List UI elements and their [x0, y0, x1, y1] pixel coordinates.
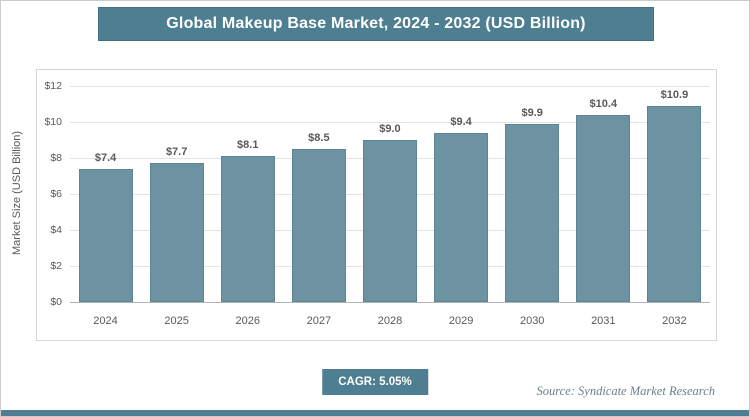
y-tick-label: $4 — [50, 224, 62, 236]
x-axis-labels: 2024 2025 2026 2027 2028 2029 2030 2031 2032 — [70, 302, 710, 327]
bar-value-label: $8.1 — [237, 139, 259, 152]
bar-group: $9.4 — [434, 86, 489, 302]
bar — [647, 105, 702, 302]
y-tick-label: $8 — [50, 152, 62, 164]
x-tick-label: 2029 — [448, 315, 474, 327]
bar-group: $10.4 — [576, 86, 631, 302]
chart-title: Global Makeup Base Market, 2024 - 2032 (… — [166, 15, 586, 32]
x-tick-label: 2028 — [377, 315, 403, 327]
bar — [576, 114, 631, 302]
bar-value-label: $9.0 — [379, 123, 401, 135]
bar — [505, 123, 560, 302]
bar — [434, 132, 489, 302]
bar-value-label: $10.4 — [589, 97, 618, 110]
gridline — [70, 122, 710, 123]
bar-value-label: $10.9 — [660, 88, 689, 101]
plot-frame: $0 $2 $4 $6 $8 $10 $12 $7.4 $7.7 $8.1 $8.5 $9.0 $9.… — [36, 69, 717, 341]
y-tick-label: $2 — [50, 260, 62, 272]
y-tick-label: $6 — [50, 188, 62, 200]
bar-value-label: $9.9 — [521, 106, 543, 119]
gridline — [70, 86, 710, 87]
y-tick-label: $12 — [44, 80, 62, 92]
y-tick-labels: $0 $2 $4 $6 $8 $10 $12 — [37, 80, 66, 308]
bar — [149, 163, 204, 302]
x-tick-label: 2031 — [591, 315, 616, 327]
bar-group: $10.9 — [647, 86, 702, 302]
footer-accent-bar — [1, 410, 749, 416]
bar-value-label: $9.4 — [450, 115, 472, 128]
y-tick-label: $0 — [50, 296, 62, 308]
bar — [362, 140, 417, 302]
x-tick-label: 2030 — [519, 315, 545, 327]
bar-group: $7.7 — [149, 86, 204, 302]
bar-value-label: $8.5 — [308, 132, 330, 144]
bar-group: $8.1 — [220, 86, 275, 302]
bar — [220, 156, 275, 302]
x-tick-label: 2027 — [306, 315, 332, 327]
cagr-badge: CAGR: 5.05% — [322, 369, 428, 395]
x-tick-label: 2025 — [164, 315, 189, 327]
y-axis-title: Market Size (USD Billion) — [11, 130, 23, 256]
bar-group: $7.4 — [78, 86, 133, 302]
x-tick-label: 2026 — [235, 315, 260, 327]
gridline — [70, 302, 710, 303]
x-tick-label: 2032 — [662, 315, 687, 327]
bar-group: $9.9 — [505, 86, 560, 302]
x-tick-label: 2024 — [93, 315, 118, 327]
chart-title-bar: Global Makeup Base Market, 2024 - 2032 (… — [98, 7, 654, 41]
y-tick-label: $10 — [44, 116, 62, 128]
bar — [291, 149, 346, 302]
bar-value-label: $7.4 — [94, 151, 117, 164]
bar-group: $9.0 — [362, 86, 417, 302]
source-attribution: Source: Syndicate Market Research — [536, 384, 715, 398]
plot-area: $7.4 $7.7 $8.1 $8.5 $9.0 $9.4 $9.9 $10.4 $10.9 — [70, 86, 710, 303]
bar — [78, 168, 133, 302]
bars: $7.4 $7.7 $8.1 $8.5 $9.0 $9.4 $9.9 $10.4 $10.9 — [70, 86, 710, 302]
bar-value-label: $7.7 — [165, 146, 188, 159]
bar-group: $8.5 — [291, 86, 346, 302]
